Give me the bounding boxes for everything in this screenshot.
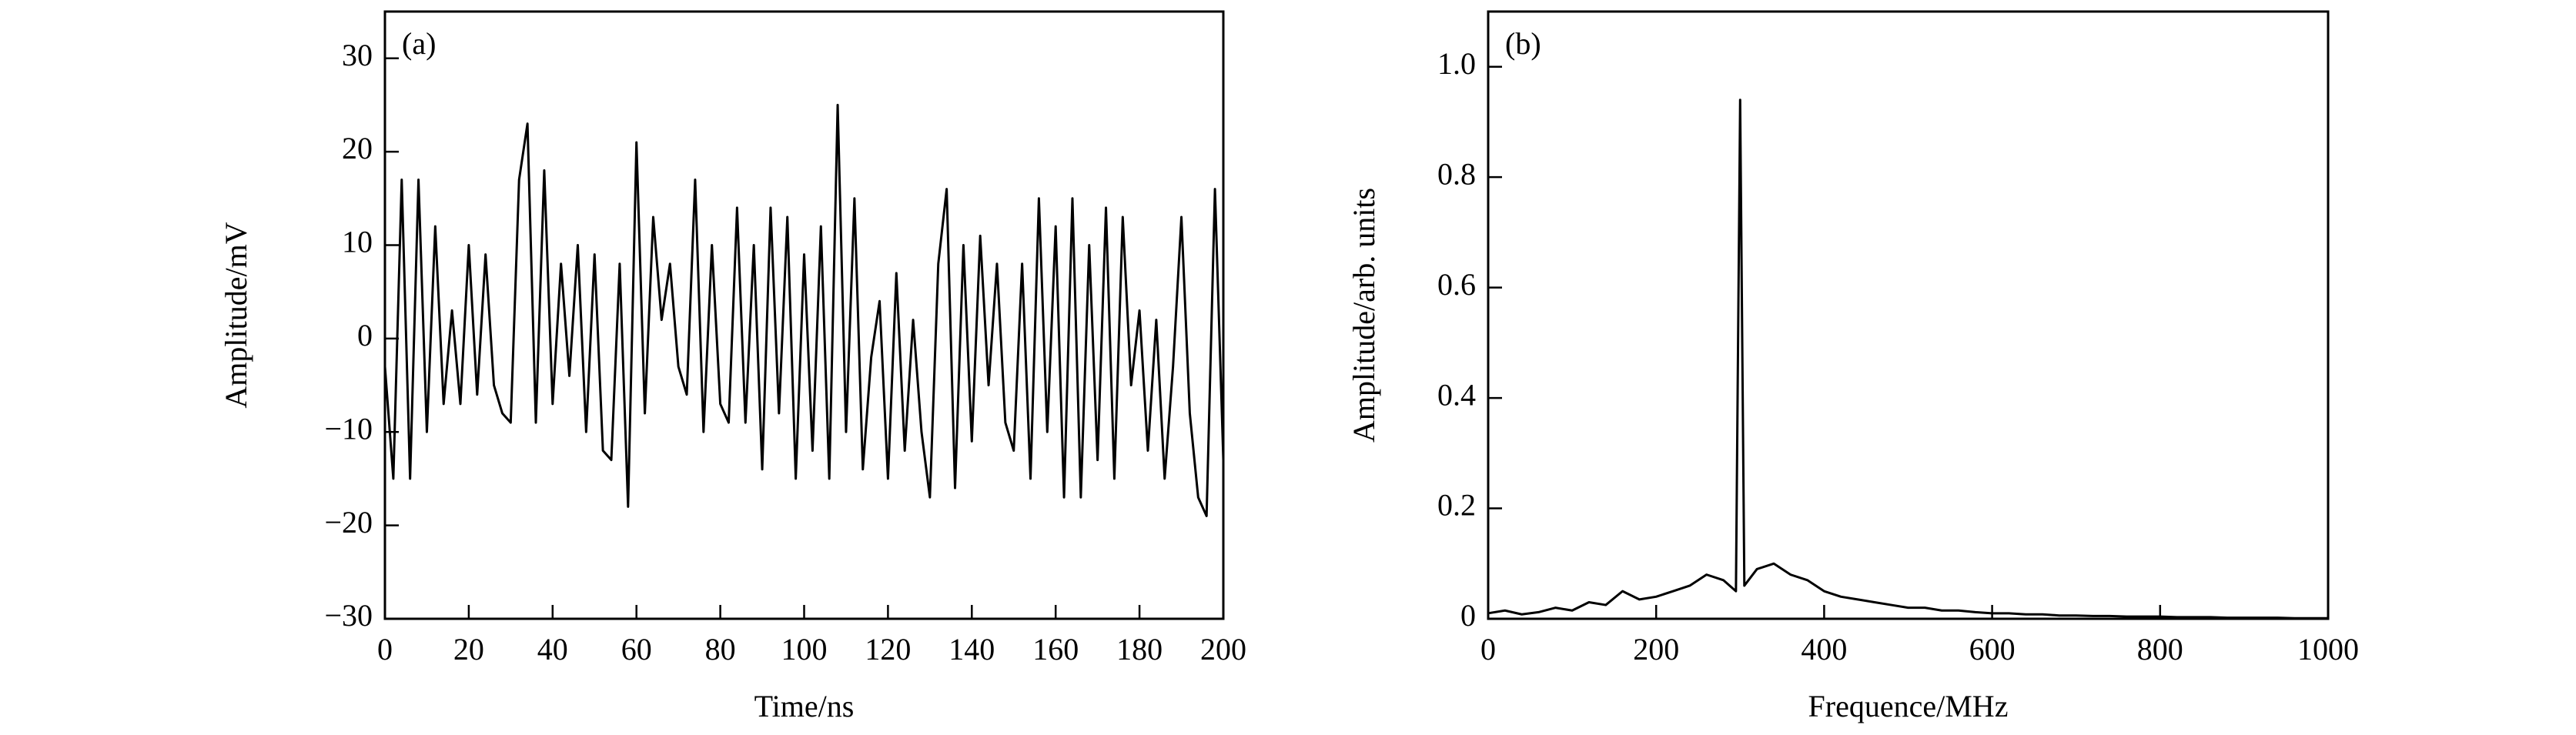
x-tick-label: 200 <box>1633 632 1679 667</box>
x-tick-label: 80 <box>705 632 736 667</box>
y-tick-label: 10 <box>342 225 373 259</box>
y-tick-label: 0 <box>357 318 373 352</box>
x-axis-label: Frequence/MHz <box>1808 689 2009 723</box>
y-axis-label: Amplitude/arb. units <box>1347 188 1381 443</box>
x-tick-label: 0 <box>1480 632 1496 667</box>
data-line <box>1487 99 2328 620</box>
y-tick-label: 0.6 <box>1437 267 1476 302</box>
x-axis-label: Time/ns <box>754 689 855 723</box>
y-tick-label: 20 <box>342 131 373 165</box>
panel-label: (a) <box>402 26 436 61</box>
y-tick-label: −30 <box>324 598 373 633</box>
y-tick-label: −10 <box>324 411 373 446</box>
plot-frame <box>1487 10 2330 620</box>
y-tick-label: 30 <box>342 38 373 72</box>
x-tick-label: 600 <box>1969 632 2016 667</box>
y-tick-label: 0.8 <box>1437 156 1476 191</box>
y-tick-label: 0 <box>1460 598 1476 633</box>
plot-frame <box>383 10 1225 620</box>
y-axis-label: Amplitude/mV <box>219 222 253 408</box>
x-tick-label: 200 <box>1200 632 1246 667</box>
x-tick-label: 100 <box>781 632 828 667</box>
y-tick-label: 0.2 <box>1437 488 1476 523</box>
y-tick-label: 1.0 <box>1437 46 1476 81</box>
x-tick-label: 400 <box>1801 632 1847 667</box>
data-line <box>383 103 1225 517</box>
x-tick-label: 160 <box>1032 632 1079 667</box>
x-tick-label: 20 <box>453 632 484 667</box>
panel-label: (b) <box>1505 26 1541 61</box>
x-tick-label: 60 <box>621 632 652 667</box>
x-tick-label: 800 <box>2137 632 2183 667</box>
x-tick-label: 0 <box>377 632 393 667</box>
y-tick-label: 0.4 <box>1437 377 1476 412</box>
x-tick-label: 120 <box>865 632 911 667</box>
x-tick-label: 1000 <box>2297 632 2359 667</box>
x-tick-label: 40 <box>537 632 568 667</box>
y-tick-label: −20 <box>324 505 373 540</box>
x-tick-label: 180 <box>1116 632 1163 667</box>
x-tick-label: 140 <box>948 632 995 667</box>
